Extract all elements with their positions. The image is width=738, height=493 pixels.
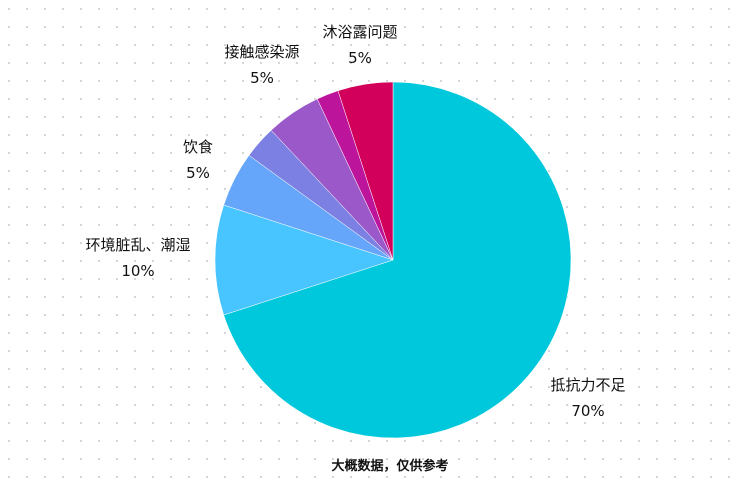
slice-value-label: 70% xyxy=(571,402,604,420)
slice-value-label: 10% xyxy=(121,262,154,280)
slice-label: 抵抗力不足 xyxy=(550,376,625,394)
pie-slice xyxy=(223,81,572,439)
footnote: 大概数据，仅供参考 xyxy=(331,458,448,474)
slice-label: 环境脏乱、潮湿 xyxy=(85,236,190,254)
slice-label: 接触感染源 xyxy=(224,43,299,61)
slice-label: 饮食 xyxy=(183,138,213,156)
slice-value-label: 5% xyxy=(250,69,274,87)
pie-slice xyxy=(214,204,394,316)
slice-value-label: 5% xyxy=(186,164,210,182)
pie-slice xyxy=(337,81,394,261)
slice-label: 沐浴露问题 xyxy=(322,23,397,41)
slice-value-label: 5% xyxy=(348,49,372,67)
